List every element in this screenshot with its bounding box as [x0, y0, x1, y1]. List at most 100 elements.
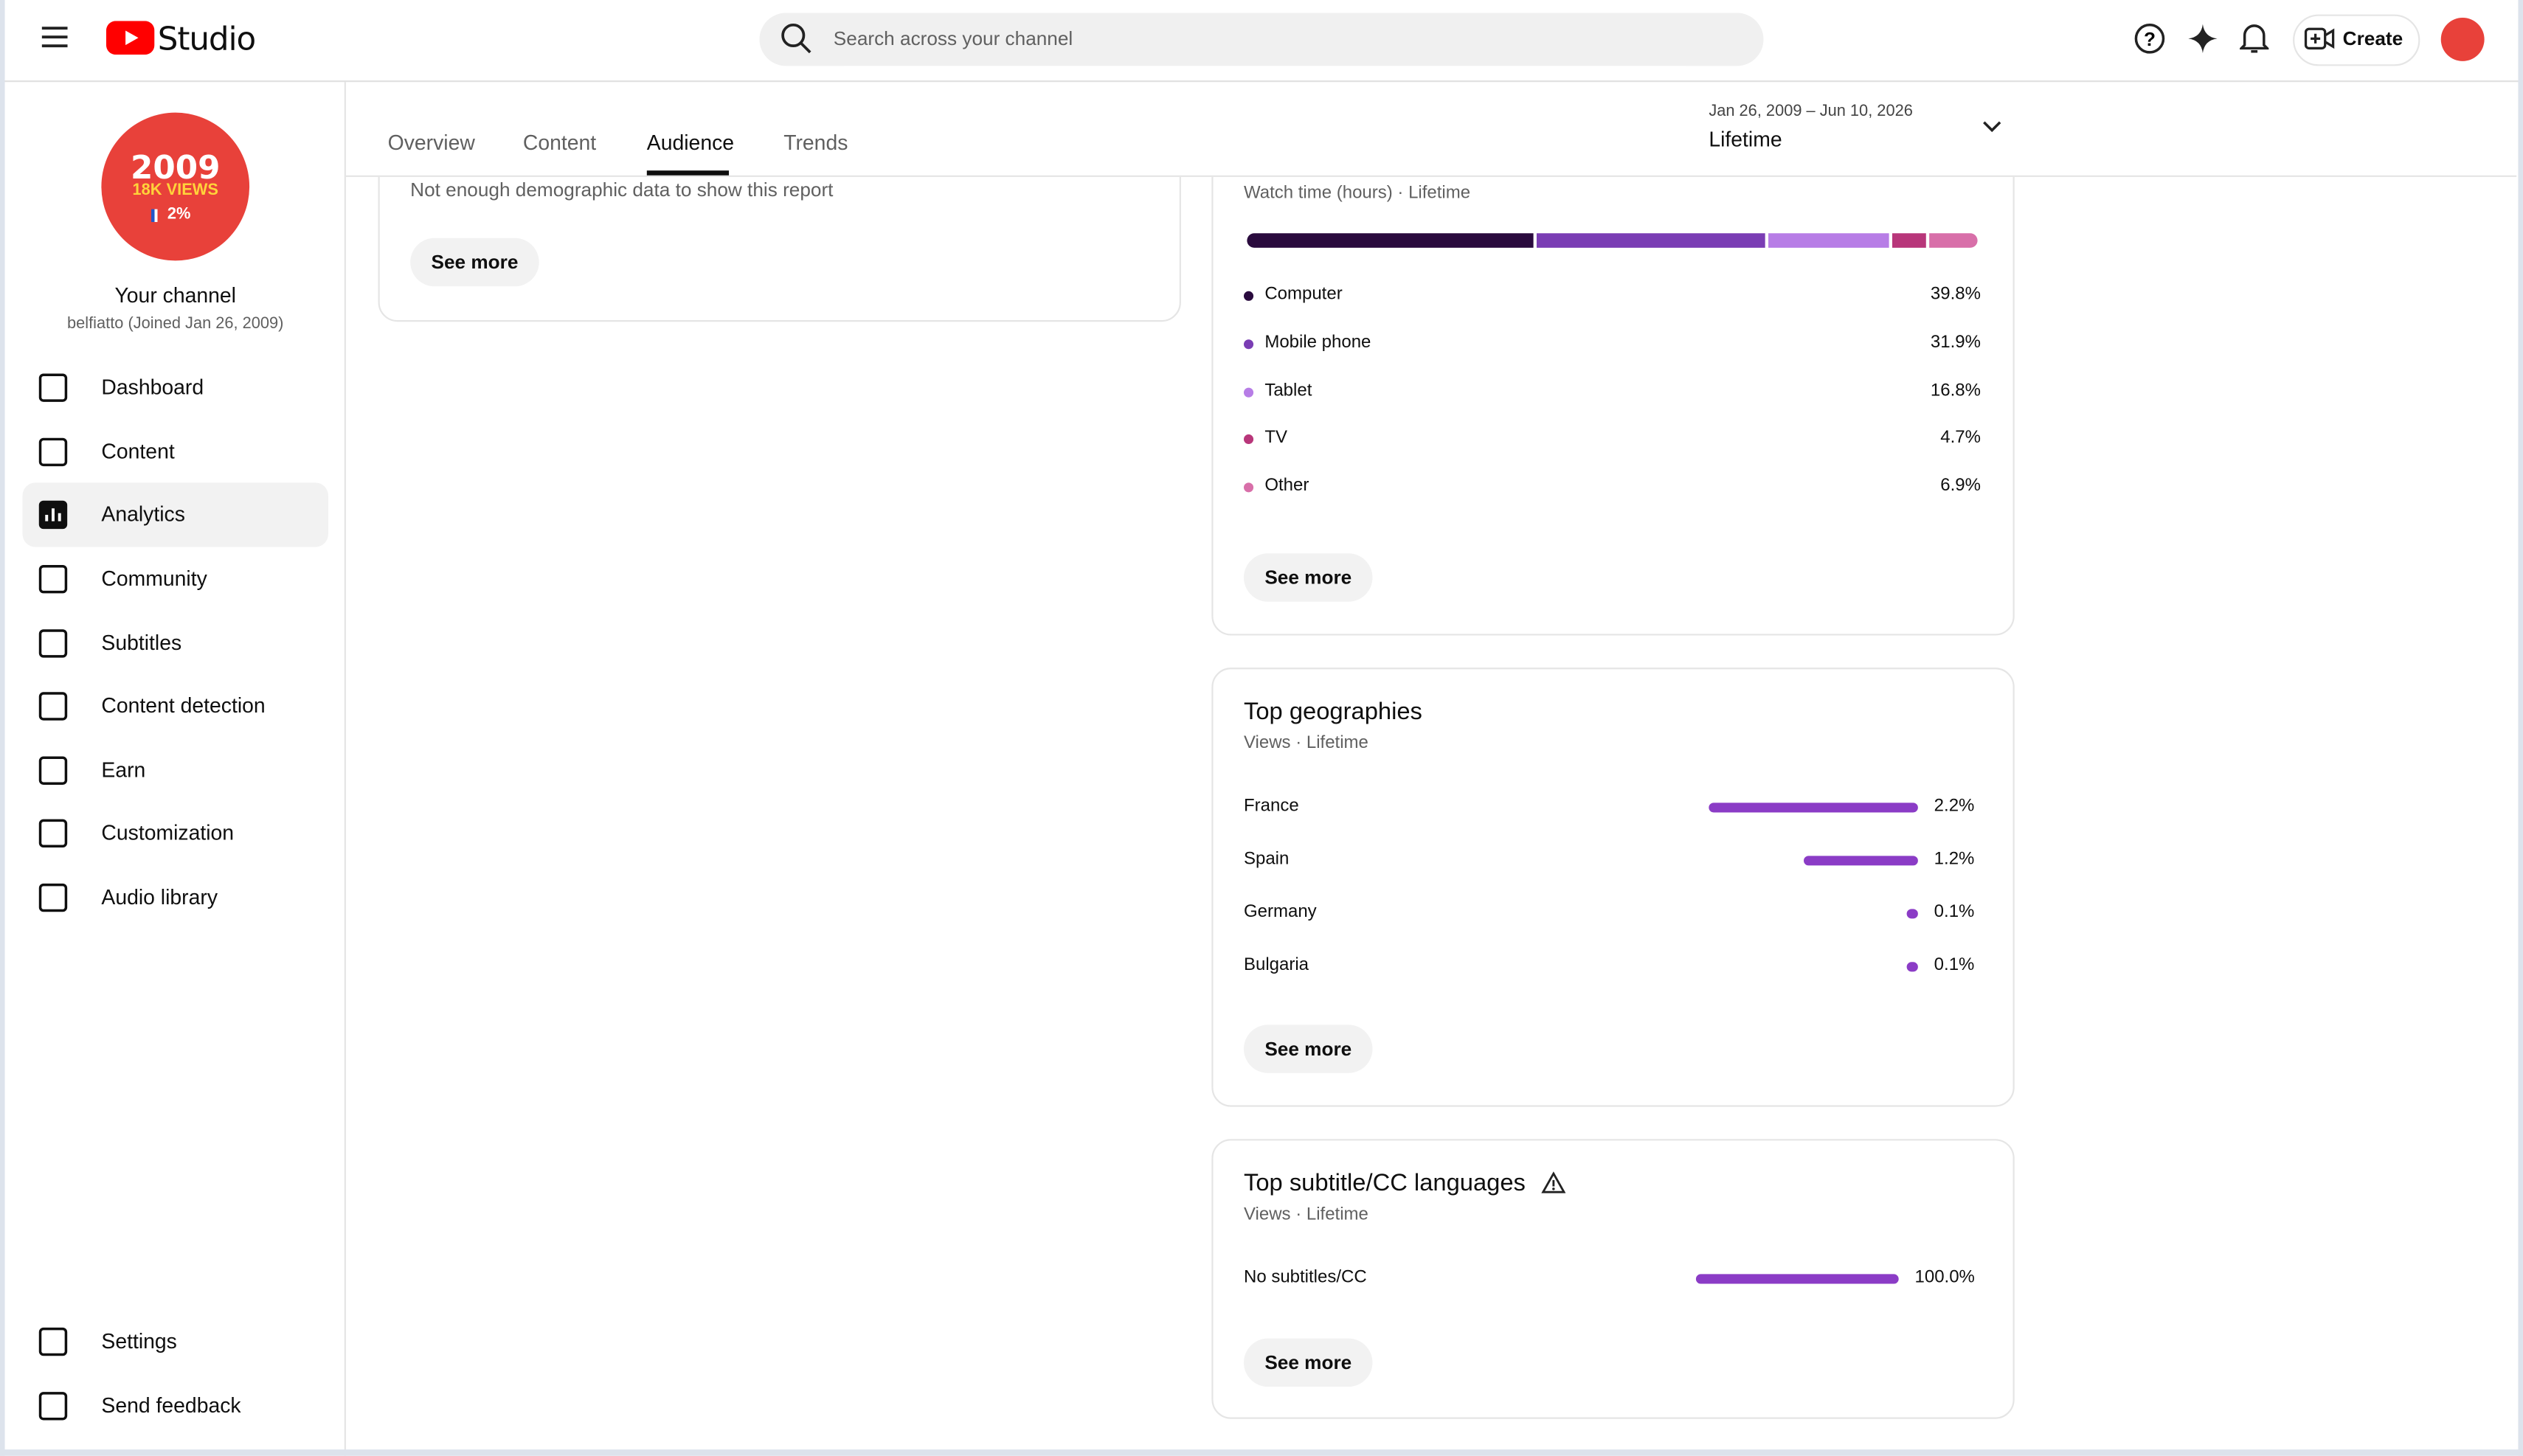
create-icon: [2304, 27, 2335, 50]
see-more-button[interactable]: See more: [1243, 1338, 1373, 1387]
nav-icon: [38, 883, 68, 912]
nav-item[interactable]: Earn: [101, 758, 146, 783]
device-segment: [1768, 233, 1889, 248]
device-value: 39.8%: [1930, 285, 1981, 305]
search-box[interactable]: [759, 13, 1764, 66]
device-segment: [1535, 233, 1765, 248]
account-avatar[interactable]: [2440, 17, 2485, 61]
search-icon: [781, 23, 811, 54]
icon-shape: [38, 1392, 68, 1421]
item-value: 0.1%: [1934, 902, 1975, 922]
card-subtitle: Views · Lifetime: [1243, 1204, 1368, 1224]
see-more-button[interactable]: See more: [410, 238, 539, 287]
nav-selected-bg: [22, 482, 328, 547]
nav-item[interactable]: Content detection: [101, 693, 266, 718]
item-value: 1.2%: [1934, 849, 1975, 869]
nav-icon: [38, 819, 68, 848]
tab[interactable]: Trends: [783, 130, 848, 155]
device-segment: [1928, 233, 1979, 248]
nav-item[interactable]: Settings: [101, 1328, 177, 1353]
menu-icon[interactable]: [41, 26, 68, 49]
nav-item[interactable]: Content: [101, 439, 175, 464]
item-name: Bulgaria: [1243, 955, 1309, 975]
card-title: Top subtitle/CC languages: [1243, 1169, 1526, 1197]
icon-shape: [45, 508, 61, 521]
nav-item[interactable]: Audio library: [101, 884, 218, 909]
warning-icon: [1541, 1171, 1566, 1193]
window-frame: [2518, 0, 2523, 1456]
device-name: TV: [1264, 428, 1288, 448]
nav-item[interactable]: Dashboard: [101, 375, 204, 399]
item-value: 100.0%: [1914, 1267, 1975, 1287]
logo-text: Studio: [157, 19, 256, 58]
card-subtitle: Watch time (hours) · Lifetime: [1243, 183, 1471, 203]
legend-dot: [1243, 386, 1254, 397]
date-range: Jan 26, 2009 – Jun 10, 2026: [1709, 103, 1913, 121]
nav-icon: [38, 373, 68, 402]
device-value: 4.7%: [1940, 428, 1981, 448]
nav-icon: [38, 1392, 68, 1421]
channel-title: Your channel: [114, 282, 236, 308]
create-label: Create: [2342, 27, 2403, 50]
item-name: No subtitles/CC: [1243, 1267, 1367, 1287]
window-frame: [0, 1449, 2523, 1456]
period[interactable]: Lifetime: [1709, 127, 1782, 152]
icon-shape: [38, 437, 68, 467]
item-value: 0.1%: [1934, 955, 1975, 975]
help-icon[interactable]: ?: [2133, 23, 2166, 55]
ai-icon[interactable]: [2187, 23, 2219, 55]
channel-avatar[interactable]: [101, 112, 250, 261]
bar: [1804, 856, 1918, 866]
nav-icon: [38, 500, 68, 530]
nav-item[interactable]: Subtitles: [101, 630, 182, 655]
device-segment: [1247, 233, 1533, 248]
device-name: Tablet: [1264, 380, 1312, 401]
message: Not enough demographic data to show this…: [410, 178, 834, 201]
see-more-button[interactable]: See more: [1243, 553, 1373, 602]
nav-icon: [38, 1327, 68, 1356]
tab[interactable]: Overview: [387, 130, 475, 155]
device-segment: [1892, 233, 1926, 248]
analytics-header: [345, 80, 2517, 177]
nav-item[interactable]: Customization: [101, 820, 235, 845]
device-name: Other: [1264, 476, 1309, 496]
item-name: France: [1243, 796, 1299, 816]
avatar-views: 18K VIEWS: [132, 181, 218, 200]
tab[interactable]: Content: [522, 130, 597, 155]
tab-underline: [646, 170, 730, 176]
bar: [1709, 802, 1918, 813]
nav-item[interactable]: Analytics: [101, 502, 185, 527]
icon-shape: [38, 1327, 68, 1356]
legend-dot: [1243, 434, 1254, 445]
nav-icon: [38, 629, 68, 658]
notifications-icon[interactable]: [2240, 21, 2269, 55]
icon-shape: [38, 565, 68, 594]
icon-shape: [38, 373, 68, 402]
bar: [1906, 909, 1918, 919]
device-value: 16.8%: [1930, 380, 1981, 401]
flag: [151, 209, 162, 222]
device-bar: [1247, 233, 1981, 248]
legend-dot: [1243, 291, 1254, 301]
dropdown-chevron[interactable]: [1981, 119, 2004, 135]
nav-icon: [38, 756, 68, 785]
see-more-button[interactable]: See more: [1243, 1025, 1373, 1073]
bar: [1906, 962, 1918, 972]
item-name: Spain: [1243, 849, 1290, 869]
youtube-logo[interactable]: [105, 21, 155, 55]
card-title: Top geographies: [1243, 698, 1422, 726]
nav-item[interactable]: Send feedback: [101, 1393, 241, 1418]
icon-shape: [38, 819, 68, 848]
bar: [1695, 1274, 1899, 1284]
search-placeholder: Search across your channel: [833, 27, 1073, 50]
device-name: Computer: [1264, 285, 1343, 305]
device-value: 6.9%: [1940, 476, 1981, 496]
icon-shape: [38, 883, 68, 912]
nav-item[interactable]: Community: [101, 566, 207, 591]
card-subtitle: Views · Lifetime: [1243, 733, 1368, 753]
tab[interactable]: Audience: [646, 130, 735, 155]
create-button[interactable]: [2293, 14, 2420, 66]
sidebar: [0, 80, 346, 1456]
icon-shape: [38, 692, 68, 721]
channel-handle: belfiatto (Joined Jan 26, 2009): [66, 315, 284, 333]
